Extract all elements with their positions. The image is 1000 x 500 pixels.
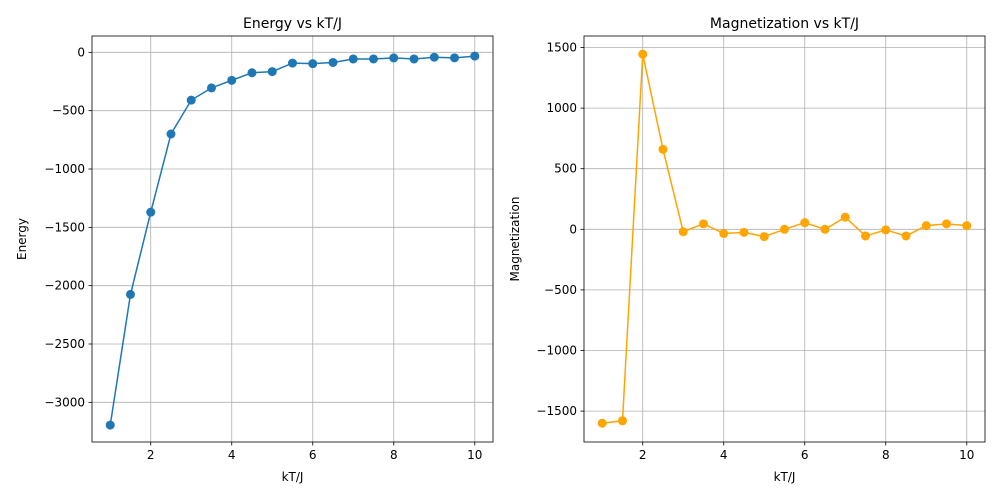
- magnetization-ytick-label: −1500: [536, 404, 577, 418]
- magnetization-data-point: [739, 227, 749, 237]
- energy-data-point: [429, 52, 439, 62]
- energy-data-point: [308, 59, 318, 69]
- magnetization-ytick-label: 1000: [546, 101, 577, 115]
- energy-data-point: [450, 53, 460, 63]
- magnetization-data-point: [962, 221, 972, 231]
- energy-data-point: [409, 54, 419, 64]
- magnetization-data-point: [759, 232, 769, 242]
- magnetization-data-point: [800, 218, 810, 228]
- energy-data-point: [247, 68, 257, 78]
- magnetization-data-point: [658, 144, 668, 154]
- magnetization-data-point: [861, 231, 871, 241]
- energy-data-point: [206, 83, 216, 93]
- energy-ytick-label: −1000: [44, 162, 85, 176]
- magnetization-data-point: [698, 219, 708, 229]
- energy-plot: 2 4 6 8 10 −3000 −2500 −2000 −1500 −1000 −500 0 Ener…: [15, 16, 494, 484]
- magnetization-chart-title: Magnetization vs kT/J: [710, 16, 859, 32]
- energy-ytick-label: −2000: [44, 279, 85, 293]
- magnetization-data-point: [719, 229, 729, 239]
- energy-data-point: [105, 420, 115, 430]
- magnetization-xtick-label: 4: [720, 448, 728, 462]
- magnetization-data-point: [780, 224, 789, 234]
- magnetization-xtick-label: 10: [959, 448, 974, 462]
- energy-ytick-label: 0: [77, 45, 85, 59]
- energy-data-point: [166, 129, 176, 139]
- energy-ytick-label: −1500: [44, 220, 85, 234]
- magnetization-ytick-label: −500: [544, 283, 577, 297]
- energy-ytick-label: −2500: [44, 337, 85, 351]
- energy-data-point: [369, 54, 379, 64]
- energy-data-point: [348, 54, 358, 64]
- energy-data-point: [328, 57, 338, 67]
- magnetization-ytick-label: 0: [569, 222, 577, 236]
- energy-chart-title: Energy vs kT/J: [243, 16, 342, 32]
- magnetization-data-point: [901, 231, 911, 241]
- energy-y-axis-label: Energy: [15, 218, 29, 260]
- energy-data-point: [267, 67, 277, 77]
- energy-data-point: [125, 289, 135, 299]
- energy-ytick-label: −3000: [44, 395, 85, 409]
- energy-data-point: [470, 51, 480, 61]
- magnetization-y-axis-label: Magnetization: [508, 197, 522, 282]
- magnetization-data-point: [840, 212, 850, 222]
- magnetization-data-point: [638, 49, 648, 59]
- magnetization-data-point: [820, 224, 830, 234]
- magnetization-data-point: [942, 219, 952, 229]
- energy-ytick-label: −500: [52, 104, 85, 118]
- energy-data-point: [146, 207, 156, 217]
- energy-data-point: [186, 95, 196, 105]
- energy-xtick-label: 6: [309, 448, 317, 462]
- energy-data-point: [389, 53, 399, 63]
- magnetization-xtick-label: 8: [882, 448, 890, 462]
- magnetization-ytick-label: 500: [554, 162, 577, 176]
- energy-xtick-label: 8: [390, 448, 398, 462]
- magnetization-series-line: [602, 54, 967, 424]
- energy-series-line: [109, 55, 475, 426]
- magnetization-ytick-label: −1000: [536, 343, 577, 357]
- energy-xtick-label: 4: [228, 448, 236, 462]
- energy-data-point: [288, 58, 297, 68]
- energy-x-axis-label: kT/J: [282, 470, 304, 484]
- magnetization-data-point: [597, 418, 607, 428]
- energy-axes-frame: [91, 35, 494, 443]
- magnetization-data-point: [921, 221, 931, 231]
- magnetization-ytick-label: 1500: [546, 41, 577, 55]
- energy-xtick-label: 2: [147, 448, 155, 462]
- magnetization-xtick-label: 2: [639, 448, 647, 462]
- magnetization-axes-frame: [583, 35, 986, 443]
- magnetization-data-point: [678, 227, 688, 237]
- magnetization-data-point: [617, 416, 627, 426]
- energy-xtick-label: 10: [467, 448, 482, 462]
- magnetization-x-axis-label: kT/J: [774, 470, 796, 484]
- energy-data-point: [227, 75, 237, 85]
- magnetization-plot: 2 4 6 8 10 −1500 −1000 −500 0 500 1000 1500 Magnetiz…: [508, 16, 986, 484]
- magnetization-xtick-label: 6: [801, 448, 809, 462]
- magnetization-data-point: [881, 225, 891, 235]
